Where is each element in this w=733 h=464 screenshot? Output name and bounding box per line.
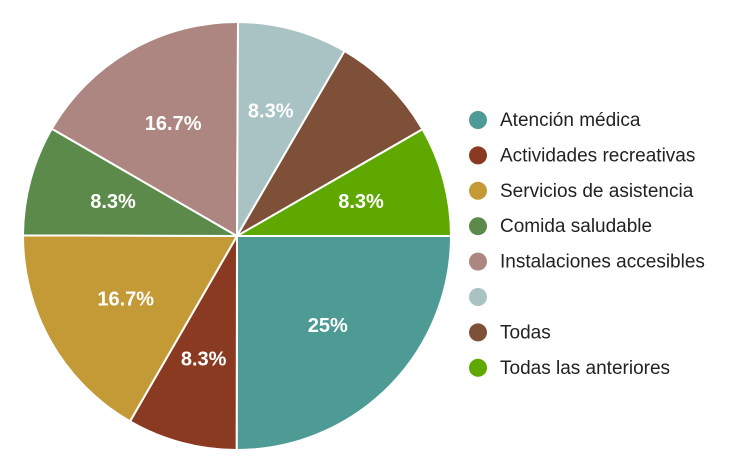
value-label: 8.3% [248, 100, 294, 122]
legend-label: Instalaciones accesibles [500, 252, 705, 273]
pie-slice [235, 20, 346, 240]
legend-label: Todas las anteriores [500, 358, 670, 379]
legend-label: Actividades recreativas [500, 145, 695, 166]
legend-swatch [469, 323, 487, 342]
value-label: 16.7% [145, 113, 202, 135]
legend-swatch [469, 288, 487, 306]
pie-slice [50, 21, 240, 238]
pie-slice [234, 49, 424, 239]
value-label: 16.7% [97, 288, 154, 310]
legend-label: Comida saludable [500, 216, 652, 237]
value-label: 8.3% [90, 191, 136, 213]
legend-swatch [469, 358, 487, 377]
pie-slice [128, 232, 239, 452]
pie-slice [235, 235, 453, 452]
pie-slice [233, 127, 453, 237]
legend-swatch [469, 252, 487, 271]
legend-swatch [469, 111, 487, 129]
value-label: 25% [308, 315, 348, 337]
legend-swatch [469, 181, 487, 200]
legend-label: Todas [500, 322, 551, 343]
pie-slice [21, 127, 241, 238]
value-label: 8.3% [338, 191, 384, 213]
legend-label: Servicios de asistencia [500, 181, 694, 202]
legend-swatch [469, 217, 487, 236]
value-label: 8.3% [181, 348, 227, 370]
legend-label: Atención médica [500, 110, 641, 131]
pie-slice [22, 234, 239, 423]
legend-swatch [469, 146, 487, 165]
